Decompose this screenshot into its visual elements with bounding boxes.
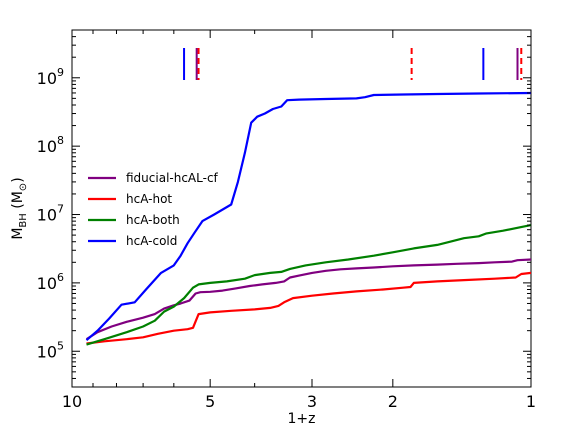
legend-label-hcA-cold: hcA-cold <box>126 234 177 248</box>
legend-label-fiducial-hcAL-cf: fiducial-hcAL-cf <box>126 171 219 185</box>
y-tick-label: 106 <box>37 271 64 293</box>
x-tick-label: 10 <box>62 392 82 411</box>
x-tick-label: 3 <box>307 392 317 411</box>
x-axis-title: 1+z <box>288 411 316 427</box>
series-lines <box>85 91 532 346</box>
series-line-hcA-hot <box>86 271 532 345</box>
legend-label-hcA-both: hcA-both <box>126 213 180 227</box>
legend-label-hcA-hot: hcA-hot <box>126 192 172 206</box>
y-axis-label: MBH (M⊙) <box>10 177 29 239</box>
y-axis-title: MBH (M⊙) <box>10 177 29 239</box>
y-tick-label: 107 <box>37 203 64 225</box>
y-tick-label: 105 <box>37 339 64 361</box>
x-axis-label: 1+z <box>288 411 316 427</box>
y-tick-label: 108 <box>37 134 64 156</box>
x-tick-label: 2 <box>388 392 398 411</box>
series-line-hcA-cold <box>85 91 532 342</box>
x-tick-label: 1 <box>526 392 536 411</box>
series-line-hcA-both <box>86 224 532 346</box>
plot-frame <box>71 29 532 388</box>
series-line-fiducial-hcAL-cf <box>85 258 532 341</box>
legend: fiducial-hcAL-cf hcA-hot hcA-both hcA-cold <box>88 171 219 248</box>
x-tick-label: 5 <box>205 392 215 411</box>
vertical-markers <box>183 48 523 80</box>
y-tick-label: 109 <box>37 66 64 88</box>
